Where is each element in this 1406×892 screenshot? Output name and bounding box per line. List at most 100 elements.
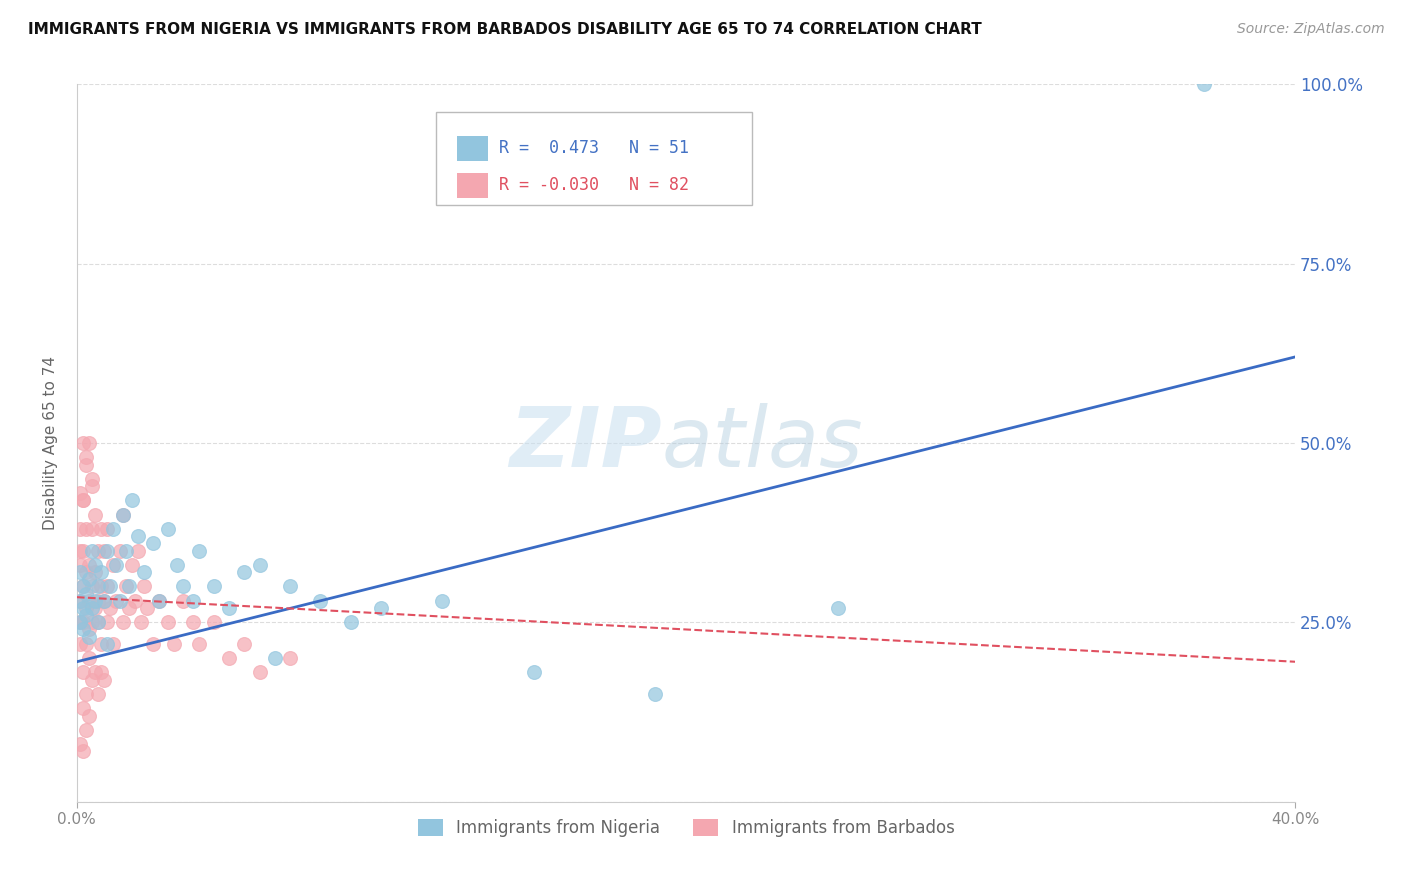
Point — [82, 522, 104, 536]
Point — [84, 558, 107, 572]
Point — [90, 665, 112, 680]
Point — [114, 579, 136, 593]
Point — [172, 579, 194, 593]
Point — [84, 601, 107, 615]
Point — [72, 579, 94, 593]
Point — [98, 579, 121, 593]
Point — [309, 594, 332, 608]
Point — [72, 615, 94, 630]
Point — [96, 543, 118, 558]
Point — [69, 615, 91, 630]
Text: atlas: atlas — [662, 402, 863, 483]
Point — [72, 601, 94, 615]
Point — [827, 601, 849, 615]
Point — [75, 601, 97, 615]
Point — [105, 558, 128, 572]
Y-axis label: Disability Age 65 to 74: Disability Age 65 to 74 — [44, 356, 58, 530]
Point — [82, 472, 104, 486]
Point — [103, 637, 125, 651]
Point — [108, 543, 131, 558]
Point — [82, 543, 104, 558]
Point — [82, 673, 104, 687]
Point — [111, 508, 134, 522]
Point — [93, 594, 115, 608]
Point — [142, 637, 165, 651]
Point — [96, 579, 118, 593]
Point — [166, 558, 188, 572]
Point — [103, 522, 125, 536]
Point — [187, 637, 209, 651]
Point — [108, 594, 131, 608]
Point — [77, 623, 100, 637]
Point — [87, 687, 110, 701]
Legend: Immigrants from Nigeria, Immigrants from Barbados: Immigrants from Nigeria, Immigrants from… — [411, 812, 962, 844]
Point — [69, 522, 91, 536]
Point — [84, 665, 107, 680]
Point — [117, 601, 139, 615]
Point — [75, 608, 97, 623]
Point — [432, 594, 454, 608]
Point — [98, 601, 121, 615]
Point — [129, 615, 152, 630]
Point — [69, 486, 91, 500]
Point — [72, 623, 94, 637]
Point — [523, 665, 546, 680]
Point — [72, 579, 94, 593]
Point — [93, 594, 115, 608]
Point — [82, 479, 104, 493]
Point — [278, 579, 301, 593]
Point — [218, 601, 240, 615]
Point — [87, 615, 110, 630]
Point — [249, 665, 271, 680]
Text: IMMIGRANTS FROM NIGERIA VS IMMIGRANTS FROM BARBADOS DISABILITY AGE 65 TO 74 CORR: IMMIGRANTS FROM NIGERIA VS IMMIGRANTS FR… — [28, 22, 981, 37]
Point — [75, 586, 97, 600]
Point — [181, 594, 204, 608]
Point — [87, 594, 110, 608]
Point — [121, 493, 143, 508]
Point — [127, 543, 149, 558]
Point — [93, 543, 115, 558]
Point — [93, 673, 115, 687]
Point — [644, 687, 666, 701]
Point — [90, 637, 112, 651]
Point — [249, 558, 271, 572]
Point — [69, 543, 91, 558]
Point — [233, 637, 256, 651]
Text: Source: ZipAtlas.com: Source: ZipAtlas.com — [1237, 22, 1385, 37]
Text: R = -0.030   N = 82: R = -0.030 N = 82 — [499, 177, 689, 194]
Point — [69, 637, 91, 651]
Point — [114, 543, 136, 558]
Point — [142, 536, 165, 550]
Point — [90, 579, 112, 593]
Point — [105, 594, 128, 608]
Point — [77, 572, 100, 586]
Point — [181, 615, 204, 630]
Point — [84, 508, 107, 522]
Point — [77, 594, 100, 608]
Point — [96, 615, 118, 630]
Point — [77, 651, 100, 665]
Point — [187, 543, 209, 558]
Point — [69, 558, 91, 572]
Point — [72, 436, 94, 450]
Point — [84, 565, 107, 579]
Point — [117, 579, 139, 593]
Point — [72, 701, 94, 715]
Point — [87, 579, 110, 593]
Point — [163, 637, 186, 651]
Point — [75, 522, 97, 536]
Point — [69, 615, 91, 630]
Point — [75, 565, 97, 579]
Point — [75, 723, 97, 737]
Point — [263, 651, 285, 665]
Point — [124, 594, 146, 608]
Point — [135, 601, 157, 615]
Point — [69, 565, 91, 579]
Point — [72, 665, 94, 680]
Point — [96, 637, 118, 651]
Point — [75, 450, 97, 465]
Point — [172, 594, 194, 608]
Point — [77, 708, 100, 723]
Point — [87, 615, 110, 630]
Point — [90, 565, 112, 579]
